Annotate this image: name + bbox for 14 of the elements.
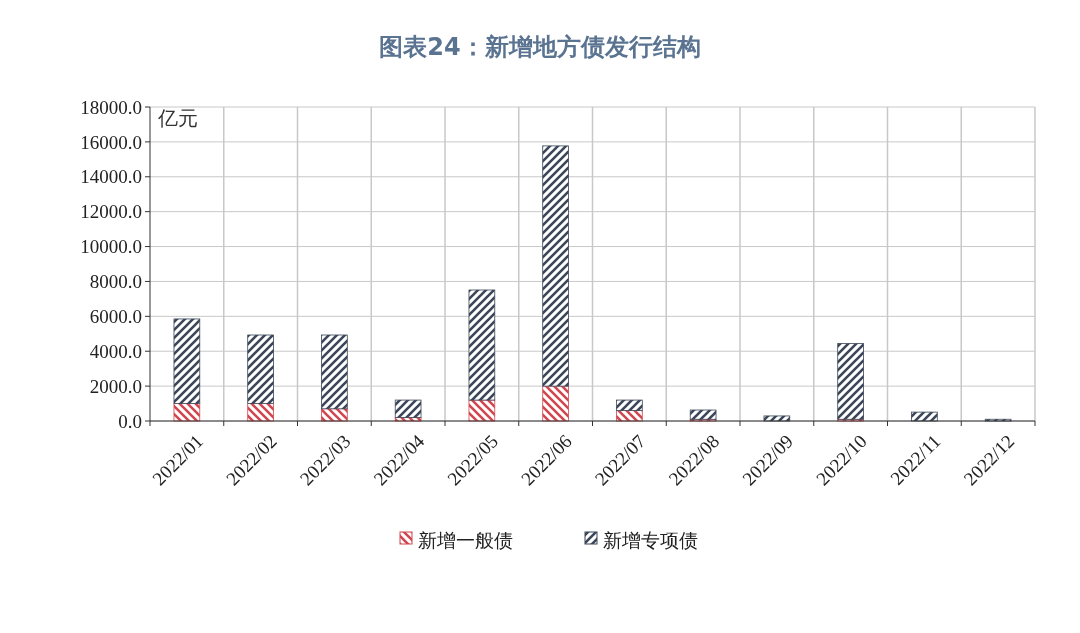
legend-label: 新增专项债 <box>603 528 698 551</box>
y-tick-label: 12000.0 <box>80 201 142 223</box>
y-tick-label: 16000.0 <box>80 131 142 153</box>
y-tick-label: 14000.0 <box>80 166 142 188</box>
legend-label: 新增一般债 <box>418 528 513 551</box>
y-tick-label: 0.0 <box>118 410 142 432</box>
y-tick-label: 8000.0 <box>89 271 142 293</box>
y-axis-title: 亿元 <box>157 106 198 130</box>
y-tick-label: 10000.0 <box>80 236 142 258</box>
y-tick-label: 4000.0 <box>89 340 142 362</box>
chart-title: 图表24：新增地方债发行结构 <box>379 33 701 61</box>
y-tick-label: 2000.0 <box>89 375 142 397</box>
y-tick-label: 18000.0 <box>80 96 142 118</box>
y-tick-label: 6000.0 <box>89 305 142 327</box>
